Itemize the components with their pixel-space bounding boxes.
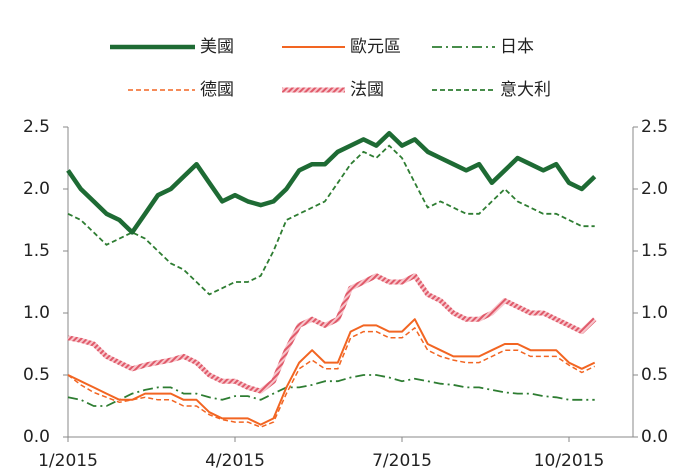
legend-label: 歐元區 (350, 37, 401, 57)
y-tick-label: 2.0 (23, 179, 50, 199)
series-line (67, 318, 596, 426)
x-tick-label: 7/2015 (372, 451, 432, 471)
legend-label: 法國 (350, 80, 384, 100)
y2-tick-label: 2.0 (641, 179, 668, 199)
legend-label: 德國 (200, 80, 234, 100)
y-tick-label: 1.0 (23, 303, 50, 323)
y-tick-label: 2.5 (23, 117, 50, 137)
series-line (66, 130, 597, 235)
x-tick-label: 10/2015 (534, 451, 605, 471)
y-tick-label: 0.0 (23, 427, 50, 447)
y2-tick-label: 0.0 (641, 427, 668, 447)
x-tick-label: 4/2015 (205, 451, 265, 471)
y-tick-label: 0.5 (23, 365, 50, 385)
y2-tick-label: 2.5 (641, 117, 668, 137)
legend-label: 日本 (500, 37, 534, 57)
y-tick-label: 1.5 (23, 241, 50, 261)
series-line (67, 327, 596, 428)
y2-tick-label: 1.5 (641, 241, 668, 261)
series-line (67, 144, 595, 296)
series-line (67, 273, 597, 394)
y2-tick-label: 1.0 (641, 303, 668, 323)
legend-label: 意大利 (500, 80, 551, 100)
series-line (67, 374, 595, 407)
x-tick-label: 1/2015 (38, 451, 98, 471)
legend-label: 美國 (200, 37, 234, 57)
y2-tick-label: 0.5 (641, 365, 668, 385)
